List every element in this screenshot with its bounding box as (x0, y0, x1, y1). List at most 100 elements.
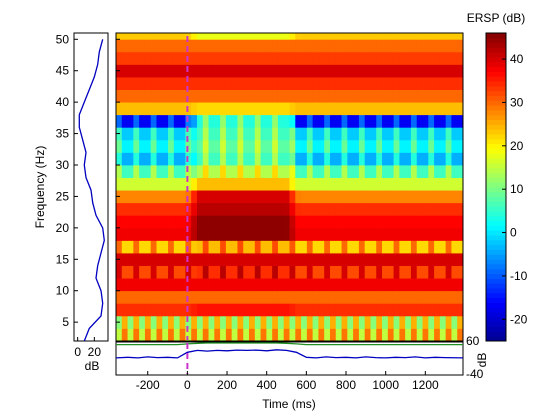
heatmap-cell (451, 152, 458, 166)
heatmap-cell (312, 89, 319, 103)
heatmap-cell (225, 303, 233, 317)
heatmap-cell (324, 152, 331, 166)
heatmap-cell (295, 139, 302, 153)
heatmap-cell (312, 64, 319, 78)
heatmap-cell (254, 240, 261, 254)
heatmap-cell (254, 315, 261, 329)
heatmap-cell (347, 64, 354, 78)
heatmap-cell (347, 278, 354, 292)
heatmap-cell (341, 139, 348, 153)
heatmap-cell (185, 303, 192, 317)
heatmap-cell (179, 127, 186, 141)
heatmap-cell (405, 202, 412, 216)
heatmap-cell (416, 39, 423, 53)
heatmap-cell (312, 253, 319, 266)
heatmap-cell (139, 39, 146, 53)
heatmap-cell (295, 202, 302, 216)
heatmap-cell (243, 265, 250, 279)
heatmap-cell (121, 328, 128, 342)
heatmap-cell (318, 227, 325, 241)
heatmap-cell (156, 39, 163, 53)
heatmap-cell (179, 265, 186, 279)
heatmap-cell (405, 139, 412, 153)
heatmap-cell (260, 177, 267, 191)
heatmap-cell (139, 177, 146, 191)
heatmap-cell (196, 165, 204, 178)
heatmap-cell (283, 315, 290, 329)
heatmap-cell (225, 328, 233, 342)
heatmap-cell (393, 290, 400, 304)
heatmap-cell (329, 290, 337, 304)
heatmap-cell (231, 114, 238, 128)
heatmap-cell (127, 253, 134, 266)
heatmap-cell (370, 89, 377, 103)
heatmap-cell (150, 89, 157, 103)
heatmap-cell (283, 51, 290, 65)
heatmap-cell (249, 127, 256, 141)
heatmap-cell (277, 290, 285, 304)
heatmap-cell (382, 127, 389, 141)
side-spectrum-axis: 0 20 (74, 337, 101, 359)
heatmap-cell (399, 290, 406, 304)
heatmap-cell (272, 290, 279, 304)
heatmap-cell (341, 165, 348, 178)
heatmap-cell (382, 315, 389, 329)
heatmap-cell (214, 51, 221, 65)
heatmap-cell (150, 127, 157, 141)
heatmap-cell (364, 152, 371, 166)
heatmap-cell (329, 64, 337, 78)
heatmap-cell (168, 202, 175, 216)
heatmap-cell (133, 328, 140, 342)
heatmap-cell (220, 227, 227, 241)
heatmap-cell (150, 328, 157, 342)
heatmap-cell (382, 33, 389, 40)
heatmap-cell (283, 89, 290, 103)
heatmap-cell (434, 102, 441, 116)
heatmap-cell (162, 290, 169, 304)
heatmap-cell (341, 240, 348, 254)
heatmap-cell (410, 303, 418, 317)
heatmap-cell (283, 33, 290, 40)
heatmap-cell (376, 114, 383, 128)
heatmap-cell (196, 240, 204, 254)
heatmap-cell (168, 240, 175, 254)
heatmap-cell (196, 265, 204, 279)
heatmap-cell (191, 290, 198, 304)
heatmap-cell (185, 290, 192, 304)
heatmap-cell (428, 33, 435, 40)
heatmap-cell (410, 278, 418, 292)
heatmap-cell (399, 51, 406, 65)
heatmap-cell (364, 177, 371, 191)
y-tick-label: 45 (56, 64, 70, 78)
heatmap-cell (457, 127, 464, 141)
heatmap-cell (249, 114, 256, 128)
heatmap-cell (329, 102, 337, 116)
heatmap-cell (457, 64, 464, 78)
heatmap-cell (416, 114, 423, 128)
heatmap-cell (156, 253, 163, 266)
heatmap-cell (208, 253, 215, 266)
heatmap-cell (457, 315, 464, 329)
colorbar-tick-label: -10 (510, 269, 528, 283)
heatmap-cell (243, 290, 250, 304)
heatmap-cell (405, 328, 412, 342)
heatmap-cell (156, 227, 163, 241)
heatmap-cell (341, 190, 348, 204)
heatmap-cell (295, 265, 302, 279)
heatmap-cell (428, 303, 435, 317)
heatmap-cell (335, 278, 342, 292)
heatmap-cell (196, 290, 204, 304)
heatmap-cell (254, 177, 261, 191)
heatmap-cell (439, 89, 447, 103)
heatmap-cell (318, 89, 325, 103)
heatmap-cell (243, 33, 250, 40)
colorbar-cell (486, 321, 506, 327)
heatmap-cell (457, 227, 464, 241)
heatmap-cell (434, 33, 441, 40)
heatmap-cell (283, 253, 290, 266)
heatmap-cell (168, 315, 175, 329)
heatmap-cell (445, 240, 452, 254)
heatmap-cell (370, 77, 377, 90)
heatmap-cell (341, 127, 348, 141)
heatmap-cell (133, 39, 140, 53)
